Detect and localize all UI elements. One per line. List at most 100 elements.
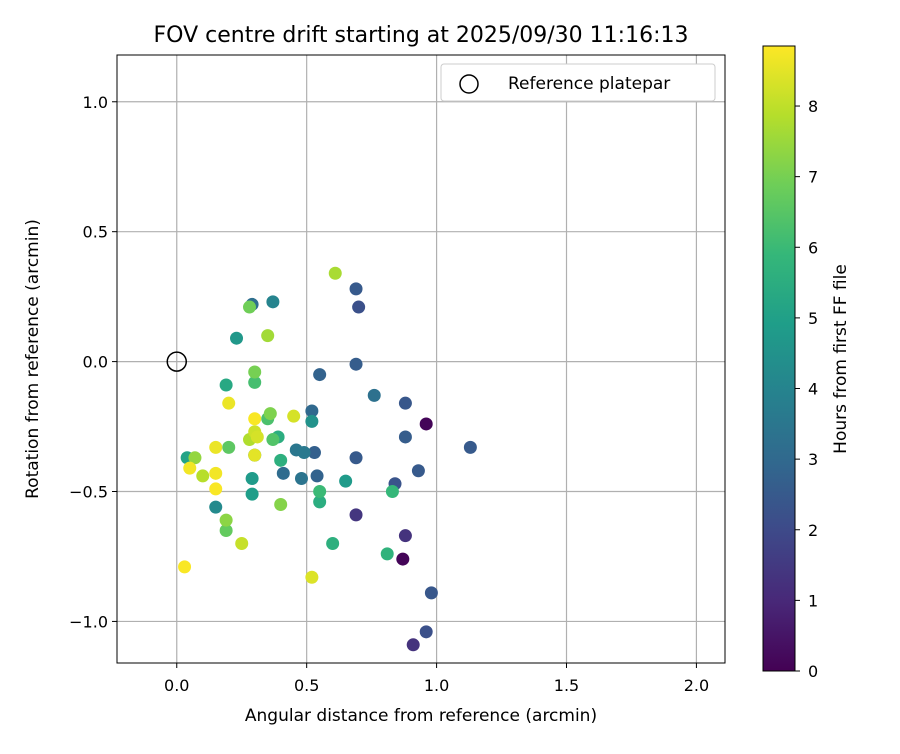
grid-lines [117,55,725,663]
data-point [219,378,233,392]
data-point [297,446,311,460]
data-point [219,523,233,537]
data-point [398,396,412,410]
data-point [313,495,327,509]
data-point [209,466,223,480]
colorbar: 0 1 2 3 4 5 6 7 8 Hours from first FF file [762,45,851,681]
data-point [398,430,412,444]
data-point [396,552,410,566]
data-point [245,487,259,501]
data-point [235,536,249,550]
x-axis-label: Angular distance from reference (arcmin) [245,706,597,726]
data-point [349,508,363,522]
data-point [313,485,327,499]
colorbar-tick-label: 4 [808,380,818,399]
data-point [406,638,420,652]
data-point [352,300,366,314]
data-point [398,529,412,543]
data-point [419,625,433,639]
data-point [424,586,438,600]
data-point [385,485,399,499]
data-point [248,365,262,379]
data-point [328,266,342,280]
x-tick-label: 2.0 [684,676,709,695]
colorbar-tick-label: 7 [808,168,818,187]
data-point [243,300,257,314]
data-point [230,331,244,345]
data-point [209,440,223,454]
data-point [419,417,433,431]
y-tick-label: 0.5 [83,223,108,242]
y-tick-label: −1.0 [69,612,108,631]
colorbar-tick-label: 3 [808,450,818,469]
chart-title: FOV centre drift starting at 2025/09/30 … [154,23,689,48]
colorbar-tick-label: 2 [808,521,818,540]
colorbar-gradient [762,45,796,672]
data-point [367,388,381,402]
plot-frame [116,54,726,664]
x-tick-label: 1.5 [554,676,579,695]
data-point [310,469,324,483]
data-point [307,446,321,460]
data-point [209,500,223,514]
reference-platepar-marker [166,351,188,372]
data-point [263,407,277,421]
data-point [380,547,394,561]
data-point [463,440,477,454]
data-point [305,570,319,584]
colorbar-ticks: 0 1 2 3 4 5 6 7 8 [795,97,818,681]
data-point [188,451,202,465]
data-point [276,466,290,480]
data-point [209,482,223,496]
data-point [266,433,280,447]
legend-label: Reference platepar [508,74,670,94]
data-points [166,266,477,652]
data-point [305,404,319,418]
data-point [222,396,236,410]
data-point [339,474,353,488]
data-point [219,513,233,527]
data-point [349,357,363,371]
data-point [274,453,288,467]
data-point [248,412,262,426]
colorbar-label: Hours from first FF file [831,264,851,454]
data-point [313,368,327,382]
data-point [349,451,363,465]
y-tick-label: −0.5 [69,483,108,502]
data-point [305,414,319,428]
data-point [349,282,363,296]
colorbar-tick-label: 1 [808,591,818,610]
data-point [294,472,308,486]
data-point [222,440,236,454]
x-tick-label: 1.0 [424,676,449,695]
data-point [248,375,262,389]
data-point [287,409,301,423]
data-point [411,464,425,478]
x-tick-label: 0.0 [164,676,189,695]
y-tick-label: 1.0 [83,93,108,112]
data-point [245,472,259,486]
data-point [250,430,264,444]
colorbar-tick-label: 5 [808,309,818,328]
data-point [266,295,280,309]
y-tick-label: 0.0 [83,353,108,372]
data-point [248,448,262,462]
data-point [178,560,192,574]
data-point [274,498,288,512]
legend-marker-icon [459,74,479,94]
x-tick-label: 0.5 [294,676,319,695]
legend: Reference platepar [440,63,716,102]
data-point [196,469,210,483]
y-axis-label: Rotation from reference (arcmin) [23,219,43,499]
data-point [326,536,340,550]
colorbar-tick-label: 6 [808,238,818,257]
y-axis-ticks: −1.0 −0.5 0.0 0.5 1.0 [69,93,117,631]
colorbar-tick-label: 8 [808,97,818,116]
data-point [261,329,275,343]
legend-box [440,63,716,102]
data-point [183,461,197,475]
x-axis-ticks: 0.0 0.5 1.0 1.5 2.0 [164,663,709,695]
colorbar-tick-label: 0 [808,662,818,681]
